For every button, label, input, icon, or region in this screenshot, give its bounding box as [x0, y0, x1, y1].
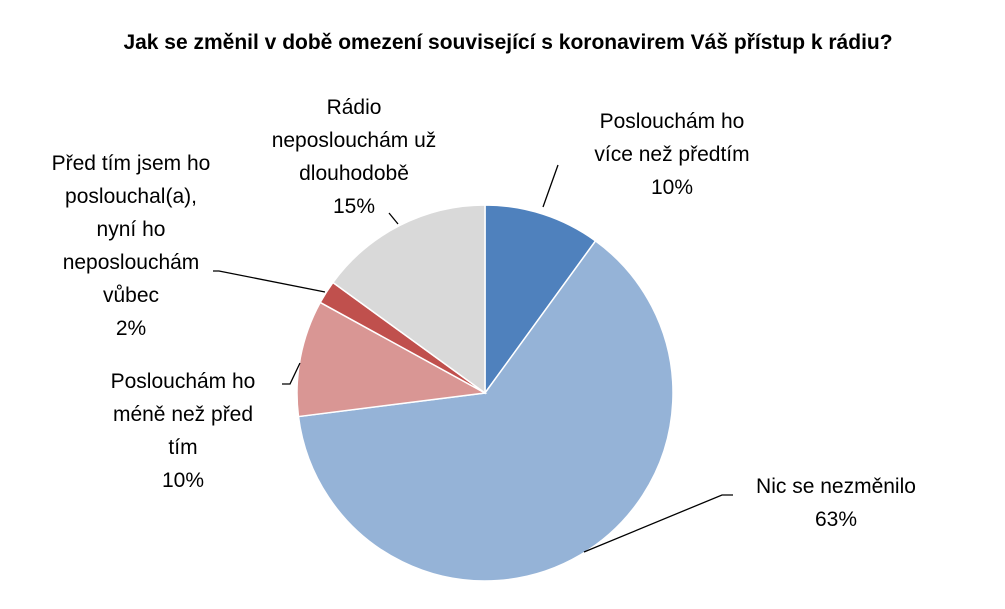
slice-label: Poslouchám ho méně než před tím 10% [111, 370, 256, 492]
slice-label: Před tím jsem ho poslouchal(a), nyní ho nep… [52, 152, 211, 340]
slice-category-label: dlouhodobě [299, 162, 409, 185]
slice-value-label: 10% [651, 176, 693, 199]
chart-title: Jak se změnil v době omezení související… [123, 31, 892, 54]
slice-labels: Poslouchám ho více než předtím 10% Nic se n… [52, 96, 916, 531]
pie-slice [484, 204, 597, 396]
leader-line [583, 494, 733, 553]
pie-slice [297, 239, 674, 582]
slice-label: Poslouchám ho více než předtím 10% [594, 110, 749, 199]
slice-category-label: Poslouchám ho [111, 370, 256, 393]
slice-value-label: 10% [162, 469, 204, 492]
slice-category-label: vůbec [103, 284, 159, 307]
pie-slice [296, 301, 488, 418]
slice-category-label: Nic se nezměnilo [756, 475, 916, 498]
pie-slices [296, 204, 674, 582]
slice-category-label: Před tím jsem ho [52, 152, 211, 175]
slice-value-label: 15% [333, 195, 375, 218]
leader-lines [213, 164, 733, 553]
slice-category-label: tím [168, 436, 197, 459]
slice-category-label: Rádio [327, 96, 382, 119]
slice-category-label: neposlouchám už [272, 129, 437, 152]
slice-label: Nic se nezměnilo 63% [756, 475, 916, 531]
slice-category-label: neposlouchám [63, 251, 200, 274]
leader-line [282, 362, 301, 385]
leader-line [542, 164, 559, 208]
slice-category-label: Poslouchám ho [600, 110, 745, 133]
slice-value-label: 2% [116, 317, 146, 340]
slice-category-label: poslouchal(a), [65, 185, 197, 208]
slice-value-label: 63% [815, 508, 857, 531]
leader-line [213, 270, 326, 293]
slice-category-label: více než předtím [594, 143, 749, 166]
pie-slice [331, 204, 486, 395]
slice-category-label: nyní ho [97, 218, 166, 241]
leader-line [388, 212, 399, 225]
slice-category-label: méně než před [113, 403, 253, 426]
slice-label: Rádio neposlouchám už dlouhodobě 15% [272, 96, 437, 218]
